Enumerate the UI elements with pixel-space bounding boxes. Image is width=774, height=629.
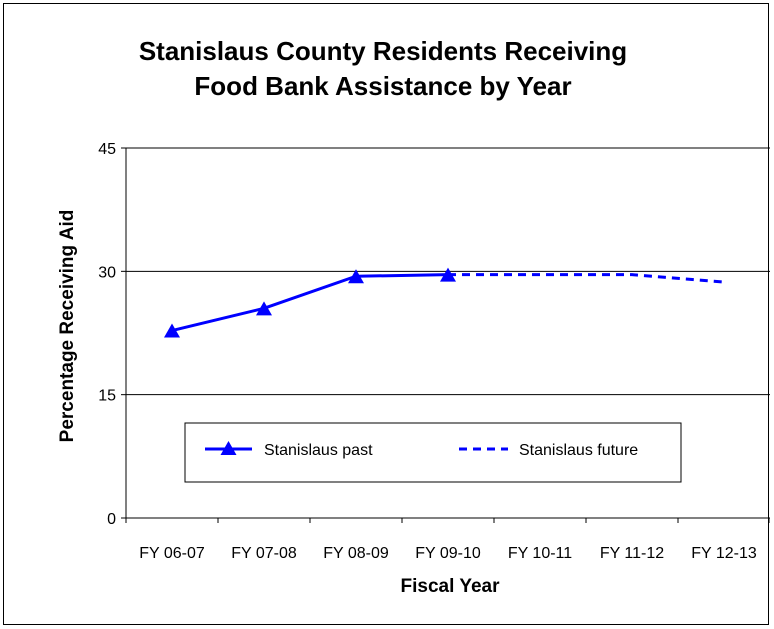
- line-chart: Stanislaus County Residents Receiving Fo…: [57, 36, 770, 597]
- y-tick-label: 0: [107, 511, 116, 528]
- x-tick-label: FY 11-12: [600, 545, 664, 562]
- data-point-marker: [256, 301, 272, 316]
- x-tick-label: FY 09-10: [415, 545, 481, 562]
- series-line-0: [171, 273, 449, 332]
- legend: Stanislaus past Stanislaus future: [184, 422, 682, 483]
- chart-frame: Stanislaus County Residents Receiving Fo…: [3, 3, 770, 625]
- chart-title-line-1: Stanislaus County Residents Receiving: [139, 36, 627, 66]
- y-axis-title: Percentage Receiving Aid: [57, 210, 78, 443]
- legend-marker-past: [220, 441, 237, 455]
- x-axis-title: Fiscal Year: [401, 576, 501, 597]
- y-tick-label: 15: [98, 388, 116, 405]
- tick-labels: 0 15 30 45 FY 06-07 FY 07-08 FY 08-09 FY 09-10 F…: [98, 141, 757, 562]
- data-point-marker: [348, 269, 364, 284]
- series-layer: [164, 267, 725, 338]
- x-tick-label: FY 07-08: [231, 545, 297, 562]
- axes: [121, 147, 770, 523]
- x-tick-label: FY 12-13: [691, 545, 757, 562]
- legend-box: [184, 422, 682, 483]
- series-line-1: [448, 273, 725, 284]
- x-tick-label: FY 10-11: [508, 545, 572, 562]
- y-tick-label: 30: [98, 264, 116, 281]
- y-tick-label: 45: [98, 141, 116, 158]
- chart-title-line-2: Food Bank Assistance by Year: [194, 71, 571, 101]
- legend-label-past: Stanislaus past: [264, 442, 373, 459]
- x-tick-label: FY 08-09: [323, 545, 389, 562]
- legend-label-future: Stanislaus future: [519, 442, 638, 459]
- x-tick-label: FY 06-07: [139, 545, 205, 562]
- data-point-marker: [164, 323, 180, 338]
